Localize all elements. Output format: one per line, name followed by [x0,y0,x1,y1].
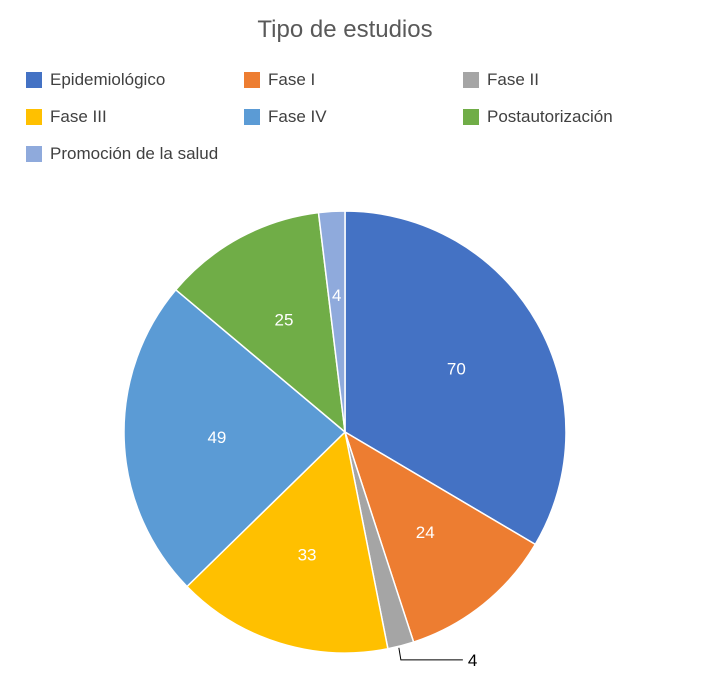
legend-swatch [463,109,479,125]
legend-label: Postautorización [487,107,613,126]
legend-label: Promoción de la salud [50,144,219,163]
legend-label: Epidemiológico [50,70,166,89]
pie-slice-fase-i [343,430,537,644]
data-label-fase-iii: 33 [298,545,317,564]
chart-title: Tipo de estudios [257,16,433,43]
legend-swatch [26,72,42,88]
leader-line [398,647,463,661]
data-label-epidemiologico: 70 [447,359,466,378]
legend-label: Fase I [268,70,316,89]
legend-label: Fase II [487,70,539,89]
legend-item-fase-i: Fase I [244,70,315,90]
legend-label: Fase III [50,107,107,126]
data-label-fase-ii: 4 [468,651,477,670]
legend-swatch [244,72,260,88]
legend-item-epidemiologico: Epidemiológico [26,70,165,90]
legend-swatch [26,109,42,125]
legend-item-fase-ii: Fase II [463,70,539,90]
pie-slice-postautorizacion [174,211,346,434]
legend-item-fase-iii: Fase III [26,107,107,127]
pie-slice-fase-iv [123,288,347,588]
legend-item-fase-iv: Fase IV [244,107,327,127]
pie-slice-epidemiologico [344,210,567,546]
data-label-postautorizacion: 25 [275,310,294,329]
legend-label: Fase IV [268,107,327,126]
data-label-fase-i: 24 [416,523,435,542]
data-label-fase-iv: 49 [207,428,226,447]
legend-swatch [26,146,42,162]
legend-swatch [244,109,260,125]
pie-slice-fase-iii [185,430,389,654]
data-label-promocion-de-la-salud: 4 [332,286,341,305]
pie-slice-promocion-de-la-salud [317,210,346,433]
legend-item-promocion-de-la-salud: Promoción de la salud [26,144,218,164]
legend-swatch [463,72,479,88]
legend-item-postautorizacion: Postautorización [463,107,613,127]
